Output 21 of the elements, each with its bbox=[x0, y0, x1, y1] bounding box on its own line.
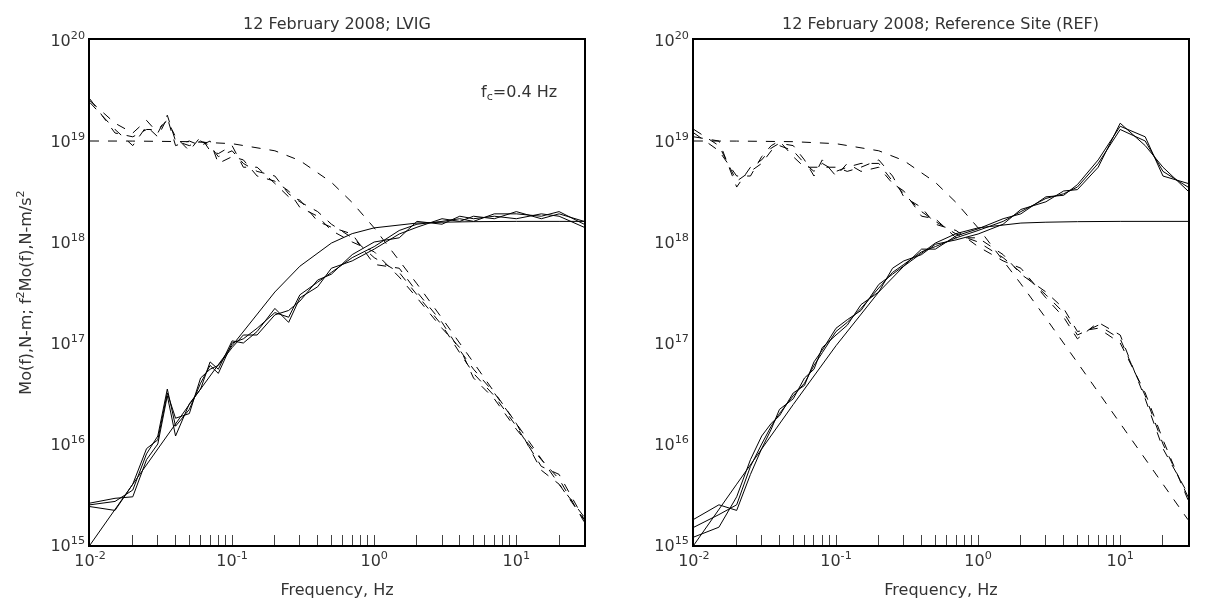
x-tick-label: 10$^{0}$ bbox=[964, 549, 992, 570]
x-tick-label: 10$^{1}$ bbox=[1106, 549, 1134, 570]
y-tick-label: 10$^{16}$ bbox=[654, 432, 689, 454]
y-tick-label: 10$^{19}$ bbox=[654, 129, 689, 151]
y-tick-label: 10$^{20}$ bbox=[50, 28, 86, 50]
annotation: f$_{c}$=0.4 Hz bbox=[481, 82, 558, 104]
y-tick-label: 10$^{16}$ bbox=[50, 432, 86, 454]
x-tick-label: 10$^{-1}$ bbox=[216, 549, 248, 570]
y-tick-label: 10$^{20}$ bbox=[654, 28, 689, 50]
y-tick-label: 10$^{19}$ bbox=[50, 129, 86, 151]
y-tick-label: 10$^{17}$ bbox=[654, 331, 689, 353]
x-tick-label: 10$^{1}$ bbox=[502, 549, 531, 570]
y-tick-label: 10$^{18}$ bbox=[50, 230, 86, 252]
x-axis-title: Frequency, Hz bbox=[280, 580, 394, 600]
y-tick-label: 10$^{18}$ bbox=[654, 230, 689, 252]
x-axis-title: Frequency, Hz bbox=[884, 580, 998, 600]
x-tick-label: 10$^{0}$ bbox=[360, 549, 388, 570]
x-tick-label: 10$^{-1}$ bbox=[820, 549, 852, 570]
chart-title: 12 February 2008; LVIG bbox=[243, 14, 431, 33]
chart-title: 12 February 2008; Reference Site (REF) bbox=[782, 14, 1099, 33]
y-tick-label: 10$^{17}$ bbox=[50, 331, 86, 353]
